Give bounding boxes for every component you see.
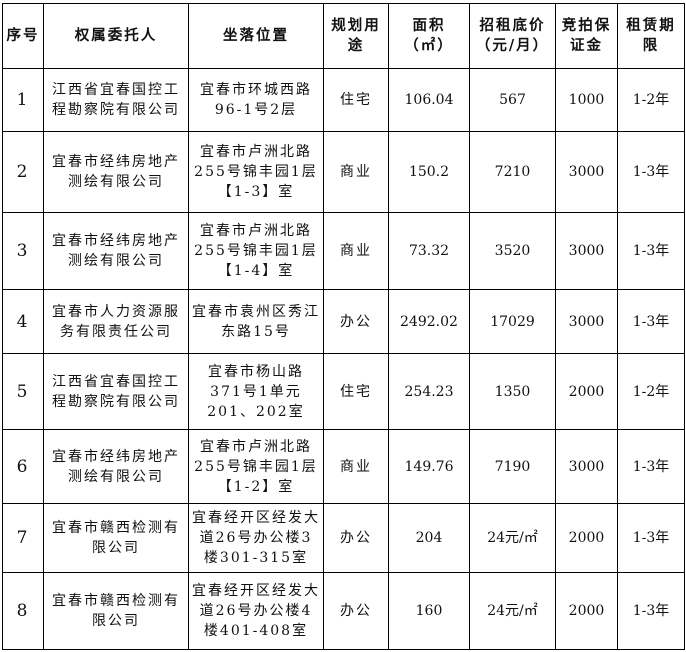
table-row: 3 宜春市经纬房地产测绘有限公司 宜春市卢洲北路255号锦丰园1层【1-4】室 商业 7… bbox=[2, 212, 685, 290]
cell-owner: 宜春市经纬房地产测绘有限公司 bbox=[43, 131, 189, 213]
table-row: 2 宜春市经纬房地产测绘有限公司 宜春市卢洲北路255号锦丰园1层【1-3】室 商业 1… bbox=[2, 131, 685, 213]
cell-price: 1350 bbox=[469, 353, 556, 430]
cell-location: 宜春经开区经发大道26号办公楼3楼301-315室 bbox=[188, 503, 324, 573]
cell-price: 7210 bbox=[469, 131, 556, 213]
header-use: 规划用途 bbox=[323, 3, 389, 69]
header-price: 招租底价（元/月） bbox=[469, 3, 556, 69]
cell-deposit: 2000 bbox=[555, 572, 618, 650]
cell-no: 5 bbox=[2, 353, 44, 430]
cell-deposit: 3000 bbox=[555, 289, 618, 354]
cell-area: 150.2 bbox=[388, 131, 470, 213]
cell-price: 567 bbox=[469, 68, 556, 132]
cell-use: 住宅 bbox=[323, 353, 389, 430]
cell-price: 17029 bbox=[469, 289, 556, 354]
cell-use: 办公 bbox=[323, 572, 389, 650]
cell-location: 宜春市卢洲北路255号锦丰园1层【1-4】室 bbox=[188, 212, 324, 290]
table-row: 7 宜春市赣西检测有限公司 宜春经开区经发大道26号办公楼3楼301-315室 办公 2… bbox=[2, 503, 685, 573]
cell-term: 1-3年 bbox=[617, 289, 685, 354]
cell-owner: 宜春市赣西检测有限公司 bbox=[43, 572, 189, 650]
cell-term: 1-3年 bbox=[617, 503, 685, 573]
cell-price: 24元/㎡ bbox=[469, 503, 556, 573]
header-location: 坐落位置 bbox=[188, 3, 324, 69]
header-no: 序号 bbox=[2, 3, 44, 69]
cell-term: 1-2年 bbox=[617, 353, 685, 430]
cell-area: 160 bbox=[388, 572, 470, 650]
cell-area: 106.04 bbox=[388, 68, 470, 132]
header-area: 面积（㎡） bbox=[388, 3, 470, 69]
table-row: 1 江西省宜春国控工程勘察院有限公司 宜春市环城西路96-1号2层 住宅 106.04 5… bbox=[2, 68, 685, 132]
cell-no: 8 bbox=[2, 572, 44, 650]
cell-owner: 宜春市经纬房地产测绘有限公司 bbox=[43, 429, 189, 504]
cell-no: 4 bbox=[2, 289, 44, 354]
cell-deposit: 3000 bbox=[555, 212, 618, 290]
cell-use: 商业 bbox=[323, 212, 389, 290]
header-deposit: 竞拍保证金 bbox=[555, 3, 618, 69]
cell-term: 1-3年 bbox=[617, 131, 685, 213]
table-row: 5 江西省宜春国控工程勘察院有限公司 宜春市杨山路371号1单元201、202室 住宅… bbox=[2, 353, 685, 430]
cell-area: 254.23 bbox=[388, 353, 470, 430]
cell-no: 6 bbox=[2, 429, 44, 504]
cell-owner: 宜春市赣西检测有限公司 bbox=[43, 503, 189, 573]
cell-term: 1-3年 bbox=[617, 212, 685, 290]
header-owner: 权属委托人 bbox=[43, 3, 189, 69]
cell-deposit: 2000 bbox=[555, 353, 618, 430]
cell-no: 1 bbox=[2, 68, 44, 132]
cell-owner: 江西省宜春国控工程勘察院有限公司 bbox=[43, 353, 189, 430]
cell-location: 宜春市卢洲北路255号锦丰园1层【1-2】室 bbox=[188, 429, 324, 504]
cell-price: 24元/㎡ bbox=[469, 572, 556, 650]
cell-deposit: 1000 bbox=[555, 68, 618, 132]
header-term: 租赁期限 bbox=[617, 3, 685, 69]
cell-deposit: 3000 bbox=[555, 131, 618, 213]
cell-no: 7 bbox=[2, 503, 44, 573]
cell-deposit: 3000 bbox=[555, 429, 618, 504]
cell-price: 3520 bbox=[469, 212, 556, 290]
cell-location: 宜春市卢洲北路255号锦丰园1层【1-3】室 bbox=[188, 131, 324, 213]
cell-no: 3 bbox=[2, 212, 44, 290]
cell-deposit: 2000 bbox=[555, 503, 618, 573]
cell-area: 2492.02 bbox=[388, 289, 470, 354]
rental-table: 序号 权属委托人 坐落位置 规划用途 面积（㎡） 招租底价（元/月） 竞拍保证金… bbox=[2, 3, 685, 650]
cell-owner: 宜春市人力资源服务有限责任公司 bbox=[43, 289, 189, 354]
cell-location: 宜春市袁州区秀江东路15号 bbox=[188, 289, 324, 354]
cell-location: 宜春经开区经发大道26号办公楼4楼401-408室 bbox=[188, 572, 324, 650]
cell-use: 住宅 bbox=[323, 68, 389, 132]
table-row: 4 宜春市人力资源服务有限责任公司 宜春市袁州区秀江东路15号 办公 2492.02 17… bbox=[2, 289, 685, 354]
table-row: 6 宜春市经纬房地产测绘有限公司 宜春市卢洲北路255号锦丰园1层【1-2】室 商业 1… bbox=[2, 429, 685, 504]
cell-area: 149.76 bbox=[388, 429, 470, 504]
cell-location: 宜春市环城西路96-1号2层 bbox=[188, 68, 324, 132]
cell-location: 宜春市杨山路371号1单元201、202室 bbox=[188, 353, 324, 430]
cell-use: 商业 bbox=[323, 429, 389, 504]
cell-use: 商业 bbox=[323, 131, 389, 213]
cell-use: 办公 bbox=[323, 289, 389, 354]
cell-use: 办公 bbox=[323, 503, 389, 573]
cell-no: 2 bbox=[2, 131, 44, 213]
header-row: 序号 权属委托人 坐落位置 规划用途 面积（㎡） 招租底价（元/月） 竞拍保证金… bbox=[2, 3, 685, 69]
cell-term: 1-3年 bbox=[617, 429, 685, 504]
cell-area: 73.32 bbox=[388, 212, 470, 290]
cell-term: 1-2年 bbox=[617, 68, 685, 132]
cell-term: 1-3年 bbox=[617, 572, 685, 650]
cell-price: 7190 bbox=[469, 429, 556, 504]
cell-owner: 宜春市经纬房地产测绘有限公司 bbox=[43, 212, 189, 290]
cell-owner: 江西省宜春国控工程勘察院有限公司 bbox=[43, 68, 189, 132]
cell-area: 204 bbox=[388, 503, 470, 573]
table-row: 8 宜春市赣西检测有限公司 宜春经开区经发大道26号办公楼4楼401-408室 办公 1… bbox=[2, 572, 685, 650]
